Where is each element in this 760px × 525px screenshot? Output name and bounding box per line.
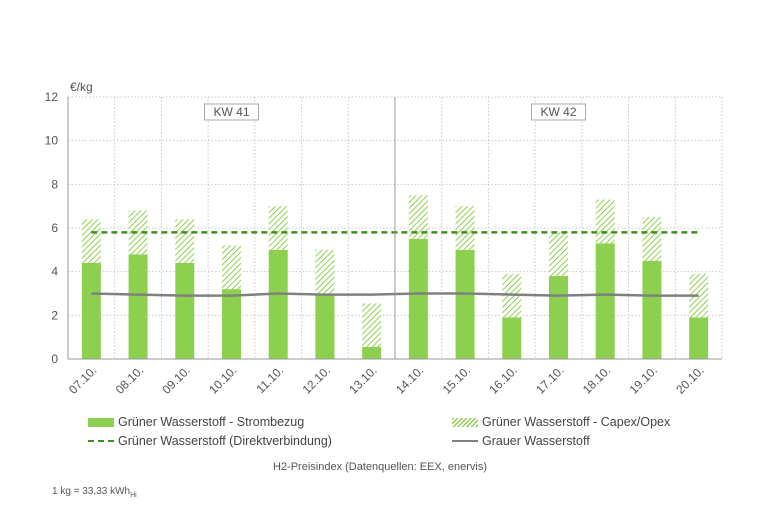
y-tick-label: 2: [51, 308, 58, 322]
x-tick-label: 13.10.: [346, 363, 379, 396]
x-tick-label: 16.10.: [486, 363, 519, 396]
week-label: KW 41: [213, 105, 249, 119]
x-tick-label: 09.10.: [159, 363, 192, 396]
chart-canvas: 0 2 4 6 8 10 12 KW 41 KW 42 07.10. 08.10. 09.10. 10.…: [45, 80, 723, 397]
bar-capex-opex: [595, 199, 615, 244]
x-tick-label: 19.10.: [627, 363, 660, 396]
x-tick-label: 14.10.: [393, 363, 426, 396]
bar-capex-opex: [268, 206, 288, 250]
x-tick-label: 15.10.: [440, 363, 473, 396]
legend-swatch-dashed: [88, 440, 114, 442]
x-tick-label: 10.10.: [206, 363, 239, 396]
week-label-box: KW 41: [204, 103, 259, 121]
x-tick-label: 11.10.: [253, 363, 286, 396]
bar-strombezug: [408, 238, 428, 359]
bar-capex-opex: [128, 210, 148, 255]
legend-item-strombezug: Grüner Wasserstoff - Strombezug: [88, 415, 304, 429]
y-tick-label: 4: [51, 265, 58, 279]
footnote-sub: Hi: [130, 492, 137, 499]
footnote-main: 1 kg = 33,33 kWh: [52, 486, 131, 497]
y-tick-label: 6: [51, 221, 58, 235]
week-label-frame: [204, 103, 259, 121]
bar-capex-opex: [455, 206, 475, 250]
chart-caption: H2-Preisindex (Datenquellen: EEX, enervi…: [273, 461, 487, 473]
y-tick-label: 8: [51, 177, 58, 191]
legend-swatch-hatched: [452, 417, 478, 427]
bar-strombezug: [81, 262, 101, 359]
bars: [81, 195, 709, 359]
x-tick-label: 18.10.: [580, 363, 613, 396]
bar-strombezug: [268, 249, 288, 359]
x-tick-label: 17.10.: [533, 363, 566, 396]
x-tick-label: 08.10.: [113, 363, 146, 396]
legend-swatch-line: [452, 440, 478, 442]
bar-strombezug: [362, 346, 382, 359]
legend-label-capex-opex: Grüner Wasserstoff - Capex/Opex: [482, 415, 671, 429]
week-label-box: KW 42: [531, 103, 586, 121]
legend-item-grauer: Grauer Wasserstoff: [452, 434, 590, 448]
bar-capex-opex: [222, 245, 241, 290]
bar-strombezug: [128, 254, 148, 359]
week-label: KW 42: [540, 105, 576, 119]
bar-capex-opex: [315, 249, 335, 294]
legend-label-direktverbindung: Grüner Wasserstoff (Direktverbindung): [118, 434, 332, 448]
bar-strombezug: [455, 249, 475, 359]
bar-capex-opex: [81, 219, 101, 263]
footnote: 1 kg = 33,33 kWhHi: [52, 486, 137, 499]
legend-swatch-solid: [88, 417, 114, 427]
y-tick-label: 12: [45, 90, 59, 104]
x-tick-label: 20.10.: [673, 363, 706, 396]
bar-capex-opex: [175, 219, 195, 263]
y-tick-label: 0: [51, 352, 58, 366]
legend-label-strombezug: Grüner Wasserstoff - Strombezug: [118, 415, 305, 429]
bar-strombezug: [595, 243, 615, 359]
bar-capex-opex: [549, 232, 568, 277]
bar-strombezug: [642, 260, 662, 359]
week-label-frame: [531, 103, 586, 121]
bar-capex-opex: [362, 303, 382, 347]
legend-item-capex-opex: Grüner Wasserstoff - Capex/Opex: [452, 415, 670, 429]
bar-strombezug: [689, 317, 709, 359]
y-tick-label: 10: [45, 134, 59, 148]
bar-strombezug: [502, 317, 522, 359]
bar-capex-opex: [408, 195, 428, 239]
legend-item-direktverbindung: Grüner Wasserstoff (Direktverbindung): [88, 434, 332, 448]
legend-label-grauer: Grauer Wasserstoff: [482, 434, 590, 448]
x-tick-label: 07.10.: [66, 363, 99, 396]
bar-capex-opex: [642, 217, 662, 261]
bar-strombezug: [549, 276, 568, 359]
bar-strombezug: [222, 289, 241, 359]
bar-strombezug: [315, 293, 335, 359]
bar-strombezug: [175, 262, 195, 359]
x-tick-label: 12.10.: [300, 363, 333, 396]
y-unit-label: €/kg: [70, 80, 93, 94]
